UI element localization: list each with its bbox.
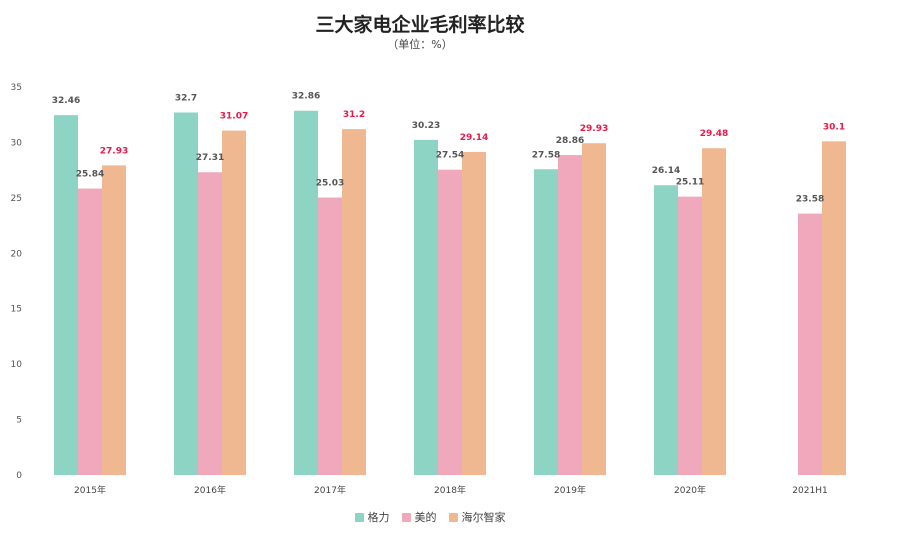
legend-swatch — [448, 513, 458, 522]
x-tick-label: 2020年 — [674, 484, 706, 496]
data-label: 31.2 — [343, 110, 365, 120]
bar-海尔智家 — [582, 143, 606, 475]
bar-美的 — [678, 196, 702, 476]
y-tick-label: 15 — [11, 305, 22, 315]
data-label: 26.14 — [652, 166, 680, 176]
y-tick-label: 5 — [16, 416, 22, 426]
bar-海尔智家 — [342, 129, 366, 475]
x-tick-label: 2017年 — [314, 484, 346, 496]
data-label: 27.54 — [436, 151, 464, 161]
legend-swatch — [354, 513, 364, 522]
data-label: 27.93 — [100, 146, 128, 156]
bar-美的 — [558, 155, 582, 475]
y-tick-label: 0 — [16, 471, 22, 481]
bar-美的 — [798, 213, 822, 475]
bar-海尔智家 — [462, 151, 486, 475]
data-label: 27.31 — [196, 153, 224, 163]
bar-格力 — [174, 112, 198, 476]
bar-海尔智家 — [822, 141, 846, 475]
y-tick-label: 35 — [11, 83, 22, 93]
bar-格力 — [654, 185, 678, 475]
y-tick-label: 30 — [11, 138, 23, 148]
data-label: 32.7 — [175, 93, 197, 103]
data-labels: 32.46 25.84 27.93 32.7 27.31 31.07 32.86 25.03 3… — [52, 92, 845, 205]
legend-label: 格力 — [367, 511, 390, 524]
bar-格力 — [414, 139, 438, 476]
legend-label: 海尔智家 — [461, 511, 506, 524]
x-tick-label: 2018年 — [434, 484, 466, 496]
legend: 格力 美的 海尔智家 — [0, 509, 860, 525]
bar-美的 — [198, 172, 222, 475]
bar-格力 — [534, 169, 558, 476]
x-tick-label: 2019年 — [554, 484, 586, 496]
data-label: 32.46 — [52, 96, 80, 106]
bar-海尔智家 — [222, 130, 246, 475]
bar-美的 — [78, 188, 102, 475]
x-axis: 2015年 2016年 2017年 2018年 2019年 2020年 2021H1 — [74, 484, 828, 496]
bar-美的 — [438, 169, 462, 475]
y-tick-label: 20 — [11, 249, 23, 259]
legend-item: 美的 — [401, 509, 437, 525]
bar-海尔智家 — [102, 165, 126, 475]
bar-海尔智家 — [702, 148, 726, 475]
data-label: 29.14 — [460, 133, 488, 143]
data-label: 28.86 — [556, 136, 584, 146]
y-axis: 0 5 10 15 20 25 30 35 — [11, 83, 23, 481]
data-label: 25.03 — [316, 179, 344, 189]
data-label: 25.11 — [676, 178, 704, 188]
data-label: 30.1 — [823, 122, 845, 132]
legend-item: 格力 — [354, 509, 390, 525]
y-tick-label: 25 — [11, 194, 22, 204]
data-label: 29.48 — [700, 129, 728, 139]
chart-subtitle: （单位：%） — [387, 38, 453, 51]
data-label: 31.07 — [220, 112, 248, 122]
data-label: 23.58 — [796, 195, 824, 205]
legend-label: 美的 — [414, 511, 437, 524]
legend-item: 海尔智家 — [448, 509, 506, 525]
bar-格力 — [54, 115, 78, 475]
x-tick-label: 2015年 — [74, 484, 106, 496]
x-tick-label: 2021H1 — [792, 486, 827, 496]
x-tick-label: 2016年 — [194, 484, 226, 496]
bars — [54, 110, 846, 476]
data-label: 32.86 — [292, 92, 320, 102]
data-label: 25.84 — [76, 170, 104, 180]
bar-美的 — [318, 197, 342, 475]
chart-title: 三大家电企业毛利率比较 — [315, 14, 525, 36]
data-label: 27.58 — [532, 150, 560, 160]
legend-swatch — [401, 513, 411, 522]
y-tick-label: 10 — [11, 360, 23, 370]
data-label: 30.23 — [412, 121, 440, 131]
data-label: 29.93 — [580, 124, 608, 134]
bar-格力 — [294, 110, 318, 476]
